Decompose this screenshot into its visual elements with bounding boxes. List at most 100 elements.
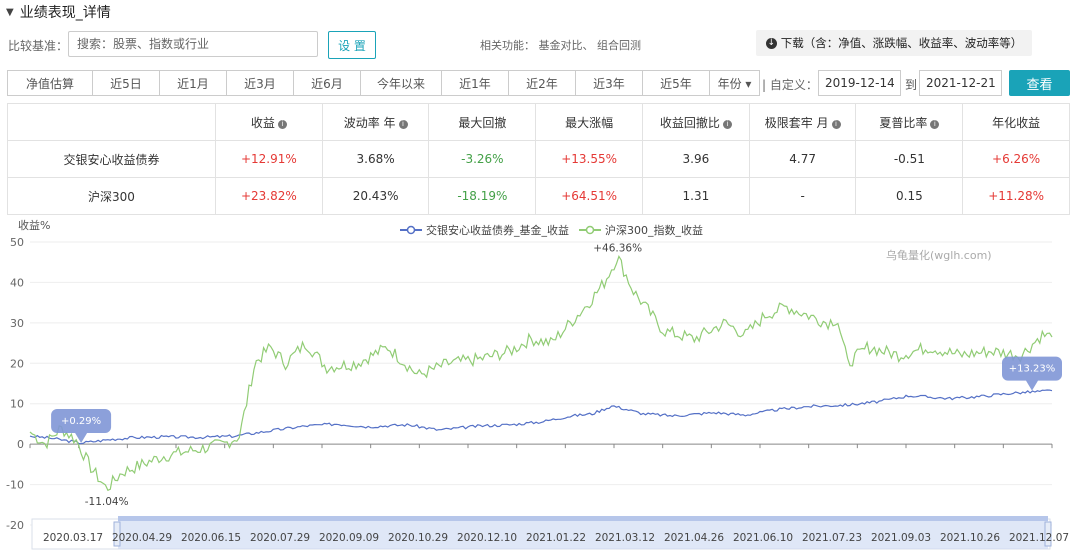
period-tab-5[interactable]: 今年以来 xyxy=(361,70,442,96)
period-tab-4[interactable]: 近6月 xyxy=(294,70,361,96)
y-tick-label: 40 xyxy=(10,276,24,289)
info-icon[interactable]: i xyxy=(398,119,408,129)
series-line-1 xyxy=(29,255,1053,492)
period-tab-9[interactable]: 近5年 xyxy=(643,70,710,96)
column-header-0 xyxy=(7,103,216,141)
period-tab-6[interactable]: 近1年 xyxy=(442,70,509,96)
period-tab-1[interactable]: 近5日 xyxy=(93,70,160,96)
table-cell: +11.28% xyxy=(962,177,1070,215)
x-tick-label: 2021.09.03 xyxy=(871,532,931,544)
compare-label: 比较基准： xyxy=(8,39,69,53)
legend-item-1[interactable]: 沪深300_指数_收益 xyxy=(579,222,703,238)
y-tick-label: 0 xyxy=(17,438,24,451)
end-date-input[interactable] xyxy=(919,70,1002,96)
y-axis-label: 收益% xyxy=(18,219,51,232)
related-functions[interactable]: 相关功能： 基金对比、 组合回测 xyxy=(480,39,641,52)
x-tick-label: 2021.07.23 xyxy=(802,532,862,544)
legend-marker xyxy=(400,225,422,235)
table-cell: +12.91% xyxy=(214,140,323,178)
table-cell: 0.15 xyxy=(855,177,964,215)
column-header-1[interactable]: 收益 i xyxy=(214,103,323,141)
chevron-down-icon[interactable]: ▼ xyxy=(6,6,14,18)
period-tab-2[interactable]: 近1月 xyxy=(160,70,227,96)
start-date-input[interactable] xyxy=(818,70,901,96)
section-title[interactable]: ▼ 业绩表现_详情 xyxy=(6,2,111,22)
x-tick-label: 2021.03.12 xyxy=(595,532,655,544)
row-name: 交银安心收益债券 xyxy=(7,140,216,178)
info-icon[interactable]: i xyxy=(722,119,732,129)
x-tick-label: 2020.09.09 xyxy=(319,532,379,544)
period-tab-7[interactable]: 近2年 xyxy=(509,70,576,96)
query-button[interactable]: 查看 xyxy=(1009,70,1070,96)
download-label: 下载（含：净值、涨跌幅、收益率、波动率等） xyxy=(780,36,1023,50)
chart-legend: 交银安心收益债券_基金_收益 沪深300_指数_收益 xyxy=(400,222,703,238)
table-cell: -3.26% xyxy=(428,140,537,178)
table-cell: 4.77 xyxy=(748,140,857,178)
column-header-4: 最大涨幅 xyxy=(535,103,643,141)
data-label: +13.23% xyxy=(1009,364,1056,375)
table-cell: +13.55% xyxy=(535,140,643,178)
series-line-0 xyxy=(29,389,1053,445)
x-tick-label: 2021.04.26 xyxy=(664,532,724,544)
y-tick-label: 10 xyxy=(10,398,24,411)
period-tab-10[interactable]: 年份 ▾ xyxy=(710,70,760,96)
y-tick-label: 20 xyxy=(10,357,24,370)
zoom-handle-right[interactable] xyxy=(1044,521,1052,547)
table-cell: 1.31 xyxy=(641,177,750,215)
period-tab-8[interactable]: 近3年 xyxy=(576,70,643,96)
column-header-3: 最大回撤 xyxy=(428,103,537,141)
y-tick-label: 50 xyxy=(10,236,24,249)
info-icon[interactable]: i xyxy=(277,119,287,129)
info-icon[interactable]: i xyxy=(831,119,841,129)
table-cell: +23.82% xyxy=(214,177,323,215)
download-icon: ↓ xyxy=(765,37,777,49)
info-icon[interactable]: i xyxy=(930,119,940,129)
zoom-handle-left[interactable] xyxy=(113,521,121,547)
period-tab-3[interactable]: 近3月 xyxy=(227,70,294,96)
legend-item-0[interactable]: 交银安心收益债券_基金_收益 xyxy=(400,222,569,238)
data-label: +0.29% xyxy=(61,416,101,427)
data-label: -11.04% xyxy=(85,496,129,508)
legend-label: 交银安心收益债券_基金_收益 xyxy=(426,224,569,237)
x-tick-label: 2021.01.22 xyxy=(526,532,586,544)
legend-label: 沪深300_指数_收益 xyxy=(605,224,703,237)
to-label: 到 xyxy=(905,78,918,92)
x-tick-label: 2020.12.10 xyxy=(457,532,517,544)
zoom-slider-bar[interactable] xyxy=(118,516,1048,521)
download-button[interactable]: ↓ 下载（含：净值、涨跌幅、收益率、波动率等） xyxy=(756,30,1032,56)
return-chart[interactable]: 50 40 30 20 10 0 -10 -20 +46.36% -11.04% +0.29% +13… xyxy=(0,230,1080,553)
section-title-text: 业绩表现_详情 xyxy=(19,5,111,21)
benchmark-search-input[interactable] xyxy=(68,31,318,57)
table-cell: +64.51% xyxy=(535,177,643,215)
custom-label: | 自定义： xyxy=(762,78,818,92)
x-tick-label: 2020.03.17 xyxy=(43,532,103,544)
period-tab-0[interactable]: 净值估算 xyxy=(7,70,93,96)
performance-table: 收益 i 波动率 年 i 最大回撤 最大涨幅 收益回撤比 i 极限套牢 月 i 夏普比率 i 年化收益 … xyxy=(7,103,1070,215)
data-marker-bubble xyxy=(51,408,112,443)
column-header-7[interactable]: 夏普比率 i xyxy=(855,103,964,141)
column-header-5[interactable]: 收益回撤比 i xyxy=(641,103,750,141)
table-cell: 3.96 xyxy=(641,140,750,178)
y-tick-label: 30 xyxy=(10,317,24,330)
table-cell: -18.19% xyxy=(428,177,537,215)
x-tick-label: 2020.06.15 xyxy=(181,532,241,544)
set-button[interactable]: 设 置 xyxy=(328,31,376,59)
table-cell: 3.68% xyxy=(321,140,430,178)
table-header-row: 收益 i 波动率 年 i 最大回撤 最大涨幅 收益回撤比 i 极限套牢 月 i 夏普比率 i 年化收益 xyxy=(7,103,1070,141)
table-row: 交银安心收益债券 +12.91% 3.68% -3.26% +13.55% 3.96 4.7… xyxy=(7,140,1070,178)
data-label: +46.36% xyxy=(593,243,642,255)
table-row: 沪深300 +23.82% 20.43% -18.19% +64.51% 1.31-0.1… xyxy=(7,177,1070,215)
watermark: 乌龟量化(wglh.com) xyxy=(886,249,992,262)
table-cell: +6.26% xyxy=(962,140,1070,178)
period-tabs: 净值估算 近5日 近1月 近3月 近6月 今年以来 近1年 近2年 近3年 近5年 年份 ▾ xyxy=(7,70,760,96)
x-tick-label: 2020.07.29 xyxy=(250,532,310,544)
x-tick-label: 2021.06.10 xyxy=(733,532,793,544)
y-tick-label: -20 xyxy=(6,519,24,532)
zoom-slider-selection[interactable] xyxy=(118,519,1048,549)
table-cell: - xyxy=(748,177,857,215)
y-tick-label: -10 xyxy=(6,479,24,492)
x-tick-label: 2020.04.29 xyxy=(112,532,172,544)
x-tick-label: 2020.10.29 xyxy=(388,532,448,544)
